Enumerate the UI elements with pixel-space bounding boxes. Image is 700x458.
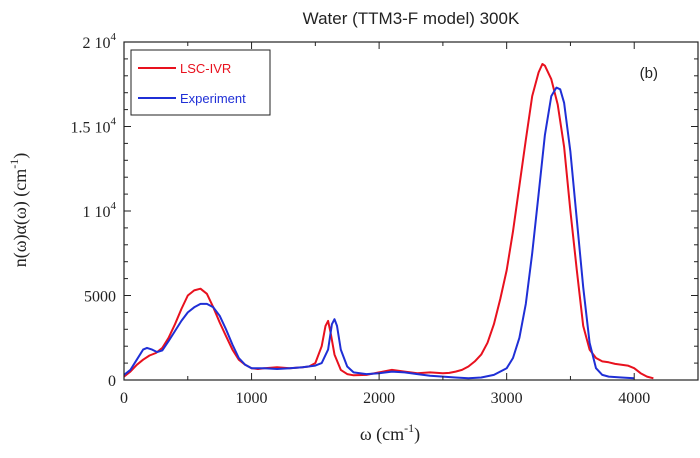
y-axis-label: n(ω)α(ω) (cm-1) — [7, 153, 31, 268]
tick-layer: 0 1000 2000 3000 4000 0 5000 1 104 1.5 104 2 104 — [71, 31, 699, 407]
x-tick-label: 2000 — [363, 390, 395, 407]
y-axis-label-sup: -1 — [7, 159, 21, 169]
x-tick-label: 0 — [120, 390, 128, 407]
x-tick-label: 4000 — [618, 390, 650, 407]
y-tick-label: 1 104 — [83, 200, 117, 221]
y-tick-label: 0 — [108, 373, 116, 390]
legend: LSC-IVR Experiment — [130, 49, 271, 116]
x-axis-label-sup: -1 — [404, 421, 414, 435]
legend-label-lsc-ivr: LSC-IVR — [180, 61, 231, 76]
x-axis-label: ω (cm-1) — [360, 421, 420, 445]
y-tick-label: 5000 — [84, 289, 116, 306]
legend-box — [130, 49, 271, 116]
legend-label-experiment: Experiment — [180, 91, 246, 106]
chart-title: Water (TTM3-F model) 300K — [303, 9, 520, 28]
x-axis-label-main: ω (cm — [360, 424, 404, 445]
x-axis-label-close: ) — [414, 424, 420, 445]
y-tick-label: 2 104 — [83, 31, 117, 52]
plot-frame — [123, 41, 699, 381]
series-line-lsc-ivr — [123, 63, 654, 380]
series-layer — [123, 63, 654, 380]
y-tick-label: 1.5 104 — [71, 116, 117, 137]
series-line-experiment — [123, 86, 635, 380]
y-axis-label-main: n(ω)α(ω) (cm — [10, 169, 31, 268]
x-tick-label: 1000 — [236, 390, 268, 407]
x-tick-label: 3000 — [491, 390, 523, 407]
y-axis-label-close: ) — [10, 153, 31, 159]
panel-label: (b) — [640, 65, 658, 82]
